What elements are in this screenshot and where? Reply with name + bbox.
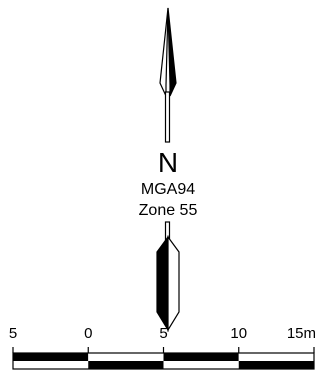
scale-segment-1-top xyxy=(13,353,89,361)
south-arrow-tail-left xyxy=(156,235,169,333)
north-arrow-shaft xyxy=(164,91,171,143)
scale-segment-2-bottom xyxy=(88,361,164,369)
scale-tick-label: 15m xyxy=(287,325,316,342)
zone-label: Zone 55 xyxy=(139,202,198,219)
north-arrow-icon xyxy=(156,7,180,333)
north-letter: N xyxy=(158,147,178,178)
datum-label: MGA94 xyxy=(141,181,195,198)
south-arrow-tail-right xyxy=(167,235,180,333)
scale-segment-2-top xyxy=(88,353,164,361)
north-arrow-head-left xyxy=(159,7,169,97)
scale-bar: 5 0 5 10 15m xyxy=(9,325,316,370)
scale-tick-label: 5 xyxy=(159,325,167,342)
north-arrow-head-right xyxy=(167,7,177,97)
scale-segment-1-bottom xyxy=(13,361,89,369)
scale-segment-3-bottom xyxy=(163,361,239,369)
scale-segment-4-bottom xyxy=(238,361,314,369)
scale-tick-label: 5 xyxy=(9,325,17,342)
scale-tick-label: 10 xyxy=(230,325,247,342)
scale-tick-label: 0 xyxy=(84,325,92,342)
scale-segment-4-top xyxy=(238,353,314,361)
scale-segment-3-top xyxy=(163,353,239,361)
